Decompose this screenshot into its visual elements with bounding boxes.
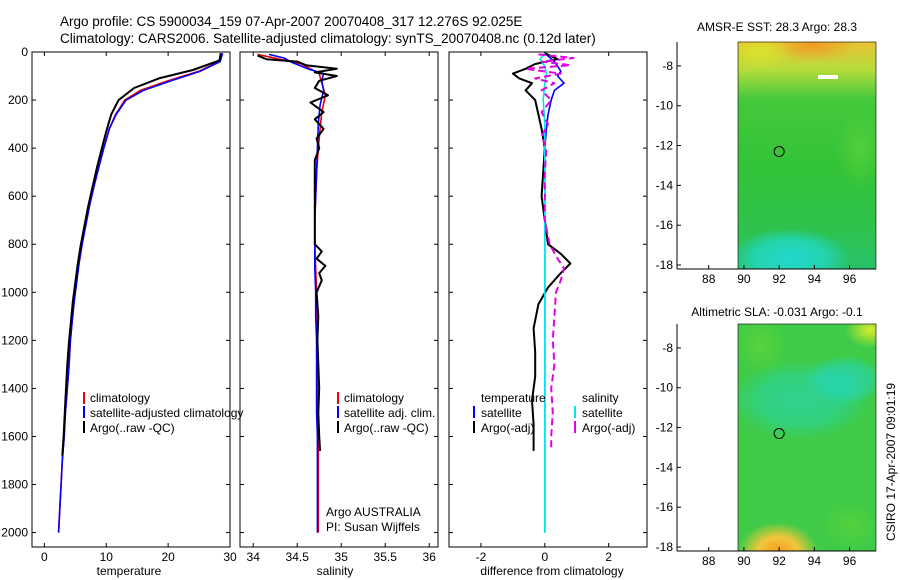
y-tick-label: 1000 — [1, 285, 28, 299]
salinity-axes — [239, 51, 439, 548]
x-tick-label: 34 — [247, 550, 261, 564]
y-tick-label: 1400 — [1, 381, 28, 395]
salinity-profile-plot: 34 34.5 35 35.5 36 — [240, 51, 438, 564]
map-x-tick-label: 90 — [737, 272, 751, 286]
legend-label: salinity — [582, 391, 619, 405]
sla-map-field — [738, 324, 876, 551]
map-x-tick-label: 88 — [702, 554, 716, 568]
salinity-xlabel: salinity — [317, 564, 354, 578]
sla-yellow-patch — [845, 324, 876, 348]
temperature-profile-series-satellite-adjusted-climatology — [57, 52, 224, 533]
map-y-tick-label: -16 — [656, 218, 674, 232]
map-x-tick-label: 92 — [772, 554, 786, 568]
y-tick-label: 800 — [8, 237, 28, 251]
legend-label: Argo(-adj) — [582, 421, 635, 435]
map-y-tick-label: -16 — [656, 500, 674, 514]
y-tick-label: 2000 — [1, 526, 28, 540]
temperature-xlabel: temperature — [97, 564, 162, 578]
temperature-profile-series-climatology — [57, 52, 223, 533]
map-x-tick-label: 94 — [808, 554, 822, 568]
legend-label: climatology — [90, 391, 150, 405]
map-y-tick-label: -14 — [656, 178, 674, 192]
sst-yellow-patch — [738, 42, 795, 70]
sla-map-title: Altimetric SLA: -0.031 Argo: -0.1 — [691, 305, 863, 319]
map-y-tick-label: -8 — [662, 341, 673, 355]
x-tick-label: 2 — [605, 550, 612, 564]
temperature-legend: climatology satellite-adjusted climatolo… — [83, 391, 243, 435]
sst-map-field — [738, 42, 876, 269]
map-x-tick-label: 90 — [737, 554, 751, 568]
salinity-profile-series-argo-raw-qc- — [257, 54, 338, 451]
legend-label: satellite — [582, 406, 623, 420]
figure-title-line1: Argo profile: CS 5900034_159 07-Apr-2007… — [60, 14, 522, 29]
legend-label: temperature — [481, 391, 546, 405]
map-y-tick-label: -8 — [662, 59, 673, 73]
x-tick-label: 34.5 — [286, 550, 310, 564]
y-tick-label: 200 — [8, 93, 28, 107]
x-tick-label: 35 — [335, 550, 349, 564]
map-x-tick-label: 96 — [843, 554, 857, 568]
difference-legend: temperature satellite Argo(-adj) salinit… — [473, 391, 635, 435]
x-tick-label: 10 — [100, 550, 114, 564]
x-tick-label: 0 — [41, 550, 48, 564]
legend-label: Argo(-adj) — [481, 421, 534, 435]
temperature-profile-series-argo-raw-qc- — [61, 53, 222, 456]
map-y-tick-label: -18 — [656, 540, 674, 554]
map-x-tick-label: 88 — [702, 272, 716, 286]
sla-high-patch — [738, 522, 818, 551]
map-y-tick-label: -10 — [656, 381, 674, 395]
map-y-tick-label: -18 — [656, 258, 674, 272]
legend-label: satellite adj. clim. — [344, 406, 435, 420]
sla-green-patch-south — [820, 500, 876, 550]
map-x-tick-label: 96 — [843, 272, 857, 286]
y-tick-label: 1600 — [1, 429, 28, 443]
x-tick-label: 35.5 — [374, 550, 398, 564]
sst-cool-patch — [738, 228, 850, 269]
legend-label: climatology — [344, 391, 404, 405]
sst-data-gap — [818, 75, 838, 79]
sla-green-patch — [738, 324, 788, 375]
difference-xlabel: difference from climatology — [480, 564, 623, 578]
argo-position-marker — [773, 428, 785, 440]
difference-axes — [448, 51, 648, 548]
sst-green-patch — [835, 110, 876, 190]
temperature-axes — [31, 51, 231, 548]
x-tick-label: -2 — [476, 550, 487, 564]
map-y-tick-label: -14 — [656, 460, 674, 474]
sst-map-title: AMSR-E SST: 28.3 Argo: 28.3 — [697, 20, 857, 34]
legend-label: satellite — [481, 406, 522, 420]
y-tick-label: 600 — [8, 189, 28, 203]
legend-label: Argo(..raw -QC) — [344, 421, 429, 435]
side-stamp: CSIRO 17-Apr-2007 09:01:19 — [884, 383, 898, 541]
argo-annotation: Argo AUSTRALIA — [326, 505, 421, 519]
map-y-tick-label: -10 — [656, 99, 674, 113]
map-y-tick-label: -12 — [656, 139, 674, 153]
sla-cyan-patch — [805, 355, 876, 405]
salinity-profile-series-satellite-adj-clim- — [268, 53, 325, 533]
y-tick-label: 1800 — [1, 478, 28, 492]
x-tick-label: 20 — [161, 550, 175, 564]
pi-annotation: PI: Susan Wijffels — [326, 520, 420, 534]
y-tick-label: 0 — [21, 45, 28, 59]
difference-profile-series-temperature-argo-adj- — [511, 52, 572, 451]
x-tick-label: 30 — [223, 550, 237, 564]
map-x-tick-label: 92 — [772, 272, 786, 286]
difference-profile-series-salinity-argo-adj- — [524, 53, 575, 451]
legend-label: Argo(..raw -QC) — [90, 421, 175, 435]
map-x-tick-label: 94 — [808, 272, 822, 286]
temperature-profile-plot: 0 10 20 30 0 200 400 600 800 1000 1200 1400 1600 1800… — [1, 45, 237, 564]
salinity-legend: climatology satellite adj. clim. Argo(..… — [326, 391, 435, 534]
legend-label: satellite-adjusted climatology — [90, 406, 243, 420]
argo-position-marker — [773, 146, 785, 158]
map-y-tick-label: -12 — [656, 421, 674, 435]
difference-profile-plot: -2 0 2 — [449, 51, 647, 564]
y-tick-label: 400 — [8, 141, 28, 155]
figure-title-line2: Climatology: CARS2006. Satellite-adjuste… — [60, 31, 596, 46]
x-tick-label: 0 — [541, 550, 548, 564]
y-tick-label: 1200 — [1, 333, 28, 347]
x-tick-label: 36 — [423, 550, 437, 564]
